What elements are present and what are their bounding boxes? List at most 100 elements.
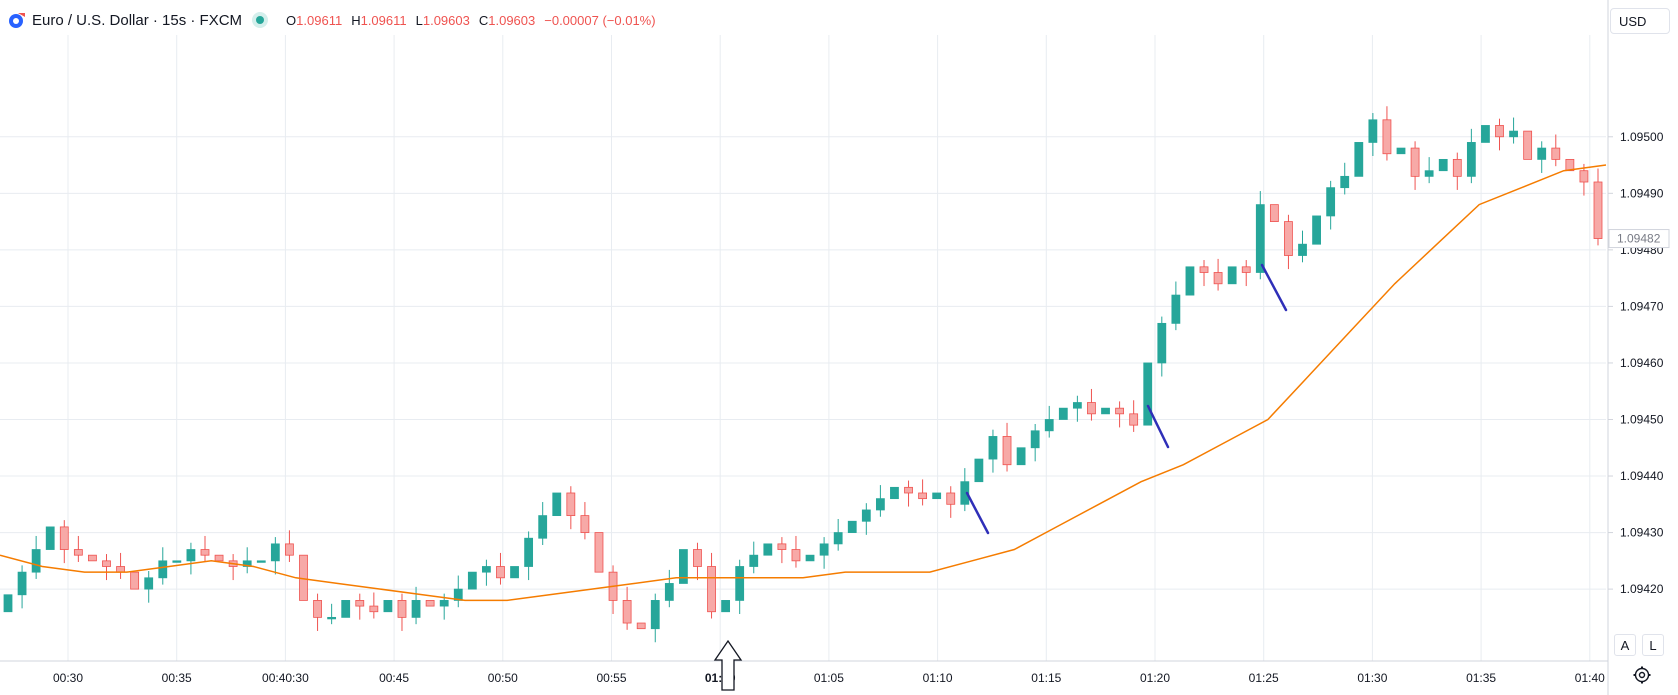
candle-down [369,605,379,613]
vertical-gridlines [67,35,1591,661]
trend-line[interactable] [1260,263,1288,312]
candle-down [918,492,928,500]
candle-down [1087,402,1096,415]
ohlc-high: H1.09611 [351,12,407,28]
candle-down [1452,158,1462,177]
x-tick-label: 01:35 [1466,671,1496,685]
candle-down [59,526,69,550]
horizontal-gridlines [0,136,1606,590]
candle-down [1213,272,1223,285]
svg-text:1.09482: 1.09482 [1617,232,1661,246]
candle-up [932,492,942,500]
x-tick-label: 00:35 [162,671,192,685]
candle-down [580,515,590,533]
fxcm-logo-icon [9,13,25,28]
x-tick-label: 00:40:30 [262,671,309,685]
y-tick-label: 1.09420 [1620,582,1664,596]
x-tick-label: 01:25 [1249,671,1279,685]
ohlc-close: C1.09603 [478,12,536,28]
auto-scale-button[interactable]: A [1614,634,1636,656]
candle-up [749,554,759,567]
candle-down [313,600,322,618]
trend-line[interactable] [1146,404,1170,449]
candle-up [144,577,154,590]
y-tick-label: 1.09490 [1620,186,1664,200]
candle-up [341,600,351,618]
ohlc-low: L1.09603 [415,12,470,28]
candle-up [453,588,463,601]
candle-up [158,560,168,579]
candle-up [1424,170,1434,177]
candle-down [707,566,716,613]
candle-up [1227,266,1237,285]
candle-up [735,566,745,601]
candle-up [383,600,393,613]
symbol-title[interactable]: Euro / U.S. Dollar · 15s · FXCM [32,11,243,29]
candle-up [650,600,660,630]
candle-down [693,549,702,567]
candle-down [777,543,787,550]
up-arrow-marker[interactable] [713,639,743,691]
time-axis[interactable]: 00:30 00:35 00:40:30 00:45 00:50 00:55 01:00 01… [53,671,1605,685]
candle-down [116,566,125,573]
candle-down [622,600,632,624]
candle-up [1255,204,1265,273]
y-tick-label: 1.09470 [1620,299,1664,313]
candle-up [482,566,491,573]
candle-down [397,600,407,618]
currency-selector-button[interactable]: USD [1610,8,1670,34]
candle-up [763,543,773,556]
candle-down [355,600,365,607]
candle-up [1058,407,1068,420]
candle-up [1396,147,1406,155]
candle-up [960,481,970,505]
candle-down [73,549,83,556]
candle-up [861,509,871,522]
candle-up [847,520,857,533]
candle-up [1157,322,1167,364]
candle-down [1565,158,1575,172]
candle-down [102,560,111,567]
candle-down [636,622,646,630]
trend-line-drawings[interactable] [965,263,1288,535]
x-tick-label: 01:20 [1140,671,1170,685]
market-status-dot-icon[interactable] [256,16,265,24]
log-scale-button[interactable]: L [1642,634,1664,656]
symbol-legend: Euro / U.S. Dollar · 15s · FXCM O1.09611… [8,9,662,31]
candle-up [510,566,519,579]
trend-line[interactable] [965,491,990,535]
candle-up [1143,362,1153,426]
candle-up [327,616,337,620]
x-tick-label: 01:40 [1575,671,1605,685]
candle-up [17,571,27,596]
candle-up [256,560,266,563]
candle-up [1438,158,1448,172]
candle-down [1579,170,1589,183]
candle-up [1312,215,1321,245]
candle-up [1101,407,1110,415]
candle-down [130,571,140,590]
candle-down [88,554,97,562]
candle-down [200,549,210,556]
candle-up [1072,402,1082,409]
candle-up [1354,142,1364,177]
x-tick-label: 00:30 [53,671,83,685]
candle-down [1284,221,1293,256]
candle-down [566,492,576,517]
candle-up [664,583,674,601]
candle-down [1129,413,1139,426]
candle-down [1551,147,1561,160]
candle-up [1030,430,1040,449]
candle-up [524,537,534,567]
gear-icon[interactable] [1632,665,1652,685]
candle-down [1382,119,1392,155]
ohlc-open: O1.09611 [286,12,343,28]
candle-up [890,486,899,500]
candle-up [1016,447,1026,466]
candle-up [538,515,548,539]
last-price-label: 1.09482 [1608,229,1670,249]
candle-up [270,543,280,562]
candle-down [946,492,956,505]
candle-up [1368,119,1378,143]
